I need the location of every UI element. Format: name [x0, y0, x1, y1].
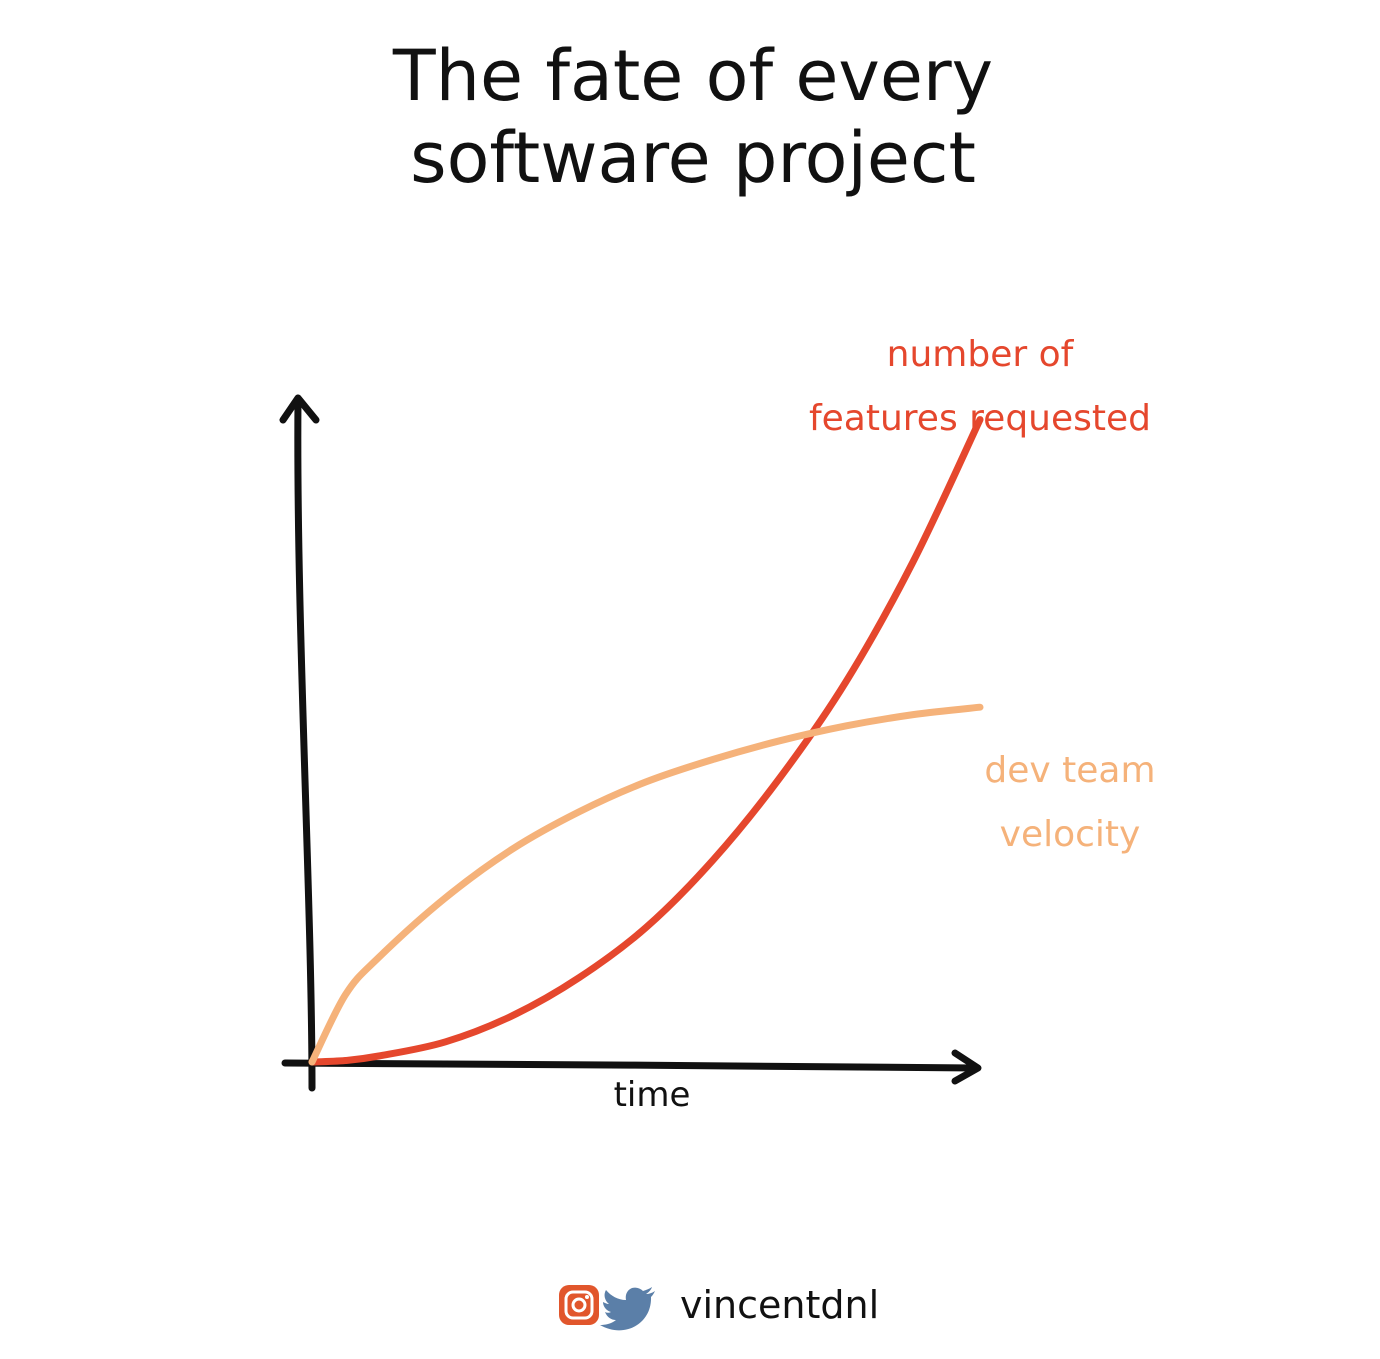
- series-label-features-line-2: features requested: [809, 398, 1151, 439]
- series-line-features: [308, 416, 984, 1066]
- axes: [279, 394, 982, 1092]
- twitter-icon[interactable]: [600, 1287, 655, 1331]
- x-axis-label: time: [614, 1075, 691, 1115]
- footer-handle[interactable]: vincentdnl: [680, 1283, 879, 1327]
- y-axis: [294, 396, 316, 1092]
- series-line-velocity: [308, 703, 984, 1066]
- y-axis-arrowhead: [279, 394, 320, 424]
- series-label-velocity-line-2: velocity: [1000, 814, 1141, 855]
- x-axis: [281, 1059, 979, 1072]
- series-label-velocity-line-1: dev team: [984, 750, 1155, 791]
- footer: vincentdnl: [559, 1283, 879, 1331]
- series-layer: [308, 416, 984, 1066]
- instagram-icon[interactable]: [559, 1285, 599, 1325]
- chart-title-line-2: software project: [410, 117, 976, 199]
- chart-title-line-1: The fate of every: [392, 35, 993, 117]
- x-axis-arrowhead: [951, 1049, 982, 1085]
- series-label-features-line-1: number of: [887, 334, 1075, 375]
